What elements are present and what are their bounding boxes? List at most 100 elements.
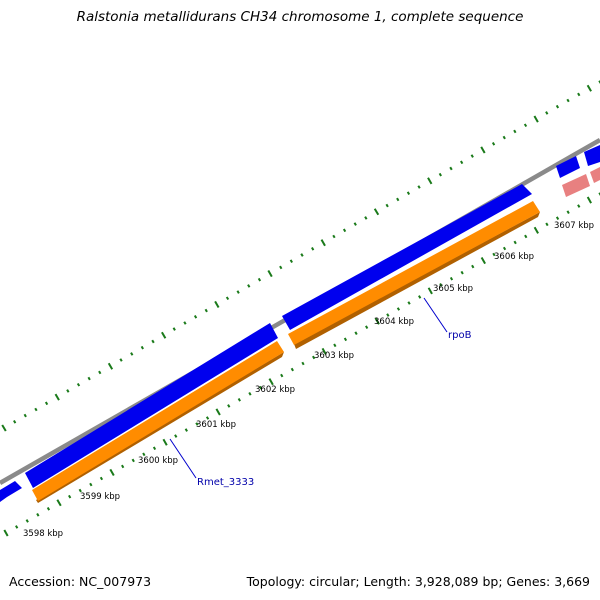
minor-tick bbox=[236, 290, 240, 294]
major-tick bbox=[214, 300, 220, 308]
minor-tick bbox=[225, 296, 230, 301]
rna-feature bbox=[562, 174, 590, 197]
tick-label: 3599 kbp bbox=[80, 492, 120, 502]
major-tick bbox=[374, 317, 380, 325]
tick-label: 3601 kbp bbox=[196, 420, 236, 430]
major-tick bbox=[586, 84, 592, 92]
reverse-cds-arrow bbox=[32, 341, 284, 501]
gene-leader-line bbox=[169, 438, 197, 479]
minor-tick bbox=[68, 494, 72, 499]
minor-tick bbox=[365, 325, 369, 329]
major-tick bbox=[268, 378, 274, 386]
minor-tick bbox=[121, 464, 125, 469]
minor-tick bbox=[289, 259, 293, 263]
tick-label: 3603 kbp bbox=[314, 351, 354, 361]
minor-tick bbox=[36, 513, 40, 517]
minor-tick bbox=[142, 452, 146, 457]
minor-tick bbox=[290, 367, 294, 372]
forward-cds-arrow bbox=[584, 145, 600, 166]
minor-tick bbox=[280, 373, 284, 378]
major-tick bbox=[215, 408, 221, 416]
topology-text: Topology: circular; Length: 3,928,089 bp… bbox=[246, 574, 590, 589]
minor-tick bbox=[353, 222, 357, 226]
tick-label: 3600 kbp bbox=[138, 456, 178, 466]
minor-tick bbox=[502, 135, 506, 140]
tick-label: 3607 kbp bbox=[554, 221, 594, 231]
minor-tick bbox=[449, 276, 454, 281]
major-tick bbox=[373, 208, 380, 216]
minor-tick bbox=[470, 154, 474, 158]
minor-tick bbox=[513, 129, 517, 134]
minor-tick bbox=[418, 295, 422, 299]
minor-tick bbox=[152, 446, 157, 451]
major-tick bbox=[586, 196, 592, 204]
minor-tick bbox=[151, 339, 155, 344]
major-tick bbox=[533, 115, 539, 123]
gene-label-rpob[interactable]: rpoB bbox=[448, 330, 472, 341]
major-tick bbox=[1, 424, 7, 432]
minor-tick bbox=[174, 434, 178, 438]
minor-tick bbox=[76, 382, 81, 387]
major-tick bbox=[427, 177, 433, 185]
minor-tick bbox=[89, 482, 93, 487]
major-tick bbox=[161, 331, 167, 339]
tick-labels: 3598 kbp 3599 kbp 3600 kbp 3601 kbp 3602… bbox=[23, 221, 594, 539]
minor-tick bbox=[342, 228, 347, 233]
minor-tick bbox=[258, 385, 263, 390]
minor-tick bbox=[396, 307, 401, 311]
minor-tick bbox=[46, 507, 51, 511]
minor-tick bbox=[396, 197, 400, 202]
minor-tick bbox=[78, 488, 82, 493]
minor-tick bbox=[364, 216, 368, 220]
minor-tick bbox=[438, 172, 442, 177]
reverse-cds-shadow bbox=[36, 352, 284, 503]
minor-tick bbox=[545, 111, 549, 115]
minor-tick bbox=[502, 246, 507, 251]
minor-tick bbox=[460, 270, 464, 275]
minor-tick bbox=[300, 253, 304, 257]
minor-tick bbox=[439, 283, 443, 287]
outer-tick-marks bbox=[1, 80, 600, 432]
minor-tick bbox=[99, 476, 104, 481]
minor-tick bbox=[34, 407, 38, 412]
minor-tick bbox=[204, 308, 208, 313]
minor-tick bbox=[13, 420, 17, 424]
minor-tick bbox=[333, 343, 337, 348]
minor-tick bbox=[332, 234, 336, 239]
minor-tick bbox=[555, 216, 560, 220]
inner-tick-marks bbox=[3, 192, 600, 537]
minor-tick bbox=[460, 160, 464, 165]
minor-tick bbox=[44, 401, 49, 406]
major-tick bbox=[109, 468, 115, 476]
forward-cds-arrow bbox=[556, 156, 580, 178]
minor-tick bbox=[248, 392, 252, 396]
minor-tick bbox=[131, 458, 135, 463]
forward-cds-arrow bbox=[25, 323, 278, 488]
rna-feature bbox=[590, 167, 600, 183]
map-title: Ralstonia metallidurans CH34 chromosome … bbox=[76, 9, 524, 25]
minor-tick bbox=[545, 222, 549, 227]
accession-text: Accession: NC_007973 bbox=[9, 574, 152, 589]
minor-tick bbox=[25, 519, 29, 523]
minor-tick bbox=[491, 142, 496, 146]
minor-tick bbox=[247, 284, 251, 288]
minor-tick bbox=[385, 203, 389, 208]
minor-tick bbox=[301, 361, 305, 366]
minor-tick bbox=[354, 331, 358, 335]
minor-tick bbox=[406, 191, 411, 195]
minor-tick bbox=[87, 376, 91, 381]
tick-label: 3604 kbp bbox=[374, 317, 414, 327]
minor-tick bbox=[311, 247, 315, 251]
minor-tick bbox=[513, 240, 517, 245]
minor-tick bbox=[523, 123, 528, 128]
minor-tick bbox=[598, 80, 600, 84]
gene-label-rmet-3333[interactable]: Rmet_3333 bbox=[197, 477, 254, 488]
major-tick bbox=[321, 347, 327, 355]
major-tick bbox=[480, 146, 486, 154]
minor-tick bbox=[471, 264, 475, 269]
minor-tick bbox=[98, 370, 102, 375]
minor-tick bbox=[119, 358, 123, 362]
minor-tick bbox=[566, 98, 570, 103]
